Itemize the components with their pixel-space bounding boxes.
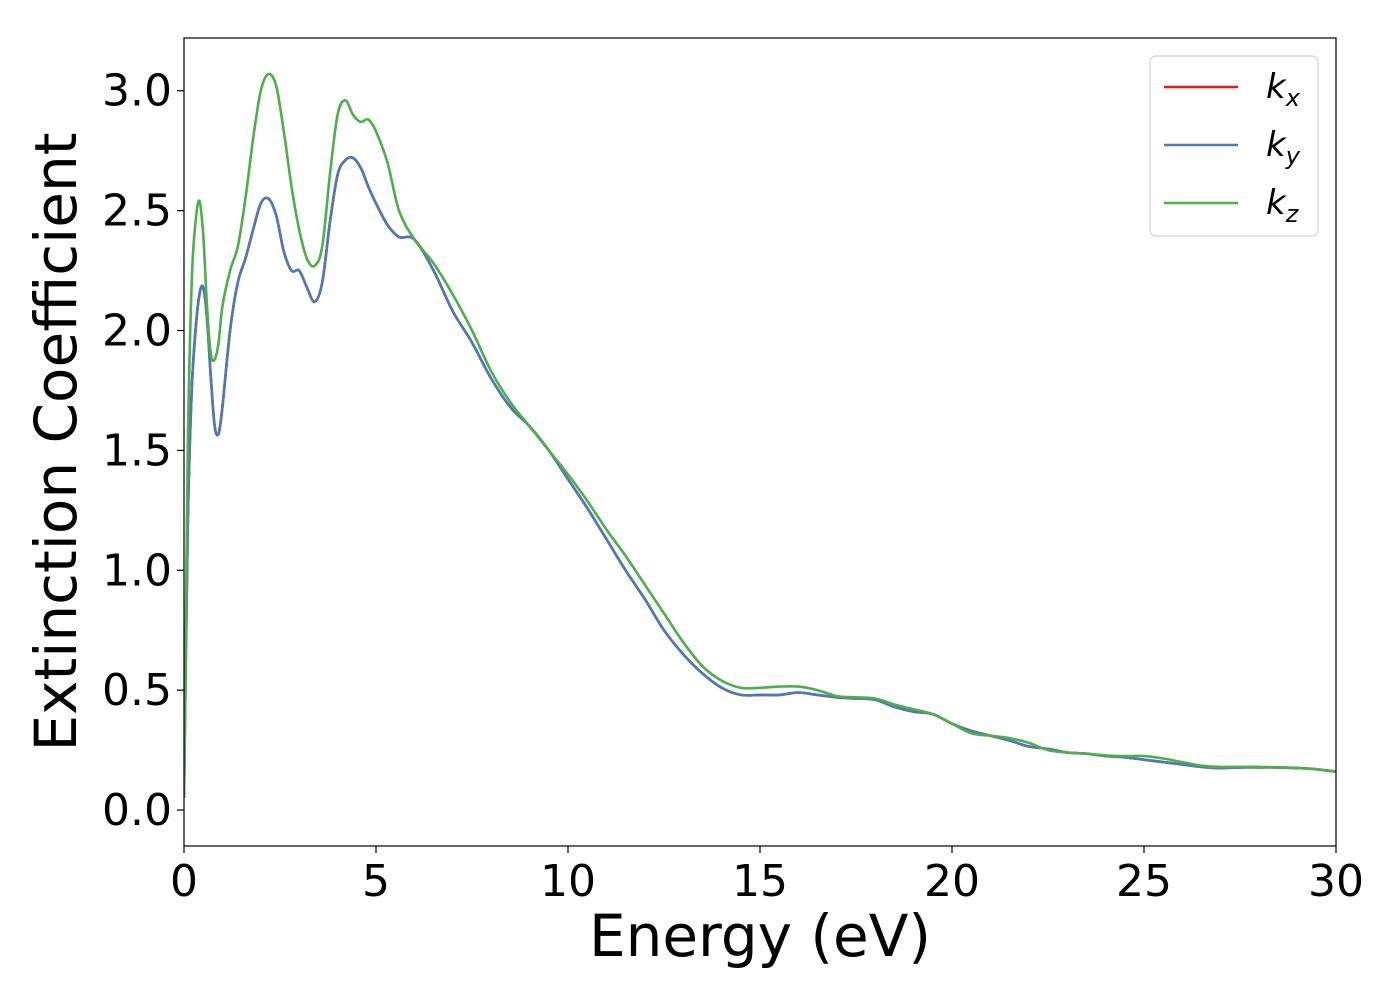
y-tick-label: 0.5 xyxy=(102,665,172,716)
y-axis-title: Extinction Coefficient xyxy=(22,133,90,752)
x-tick-label: 15 xyxy=(732,856,788,907)
legend: kx ky kz xyxy=(1149,55,1319,237)
legend-label-kx: kx xyxy=(1266,67,1301,112)
x-tick-label: 20 xyxy=(924,856,980,907)
x-tick-label: 0 xyxy=(170,856,198,907)
y-tick-label: 2.0 xyxy=(102,306,172,357)
x-tick-label: 10 xyxy=(540,856,596,907)
x-tick-label: 30 xyxy=(1308,856,1364,907)
y-axis-ticks: 0.0 0.5 1.0 1.5 2.0 2.5 3.0 xyxy=(102,66,184,836)
series-line-kz xyxy=(184,72,1336,799)
x-tick-label: 5 xyxy=(362,856,390,907)
legend-label-kz: kz xyxy=(1266,183,1300,228)
y-tick-label: 0.0 xyxy=(102,785,172,836)
x-axis-title: Energy (eV) xyxy=(589,902,931,970)
x-tick-label: 25 xyxy=(1116,856,1172,907)
y-tick-label: 2.5 xyxy=(102,186,172,237)
y-tick-label: 3.0 xyxy=(102,66,172,117)
y-tick-label: 1.5 xyxy=(102,425,172,476)
series-line-ky xyxy=(184,156,1336,799)
legend-label-ky: ky xyxy=(1266,125,1301,170)
series-layer xyxy=(184,72,1336,799)
y-tick-label: 1.0 xyxy=(102,545,172,596)
x-axis-ticks: 0 5 10 15 20 25 30 xyxy=(170,846,1364,907)
legend-items: kx ky kz xyxy=(1164,67,1301,228)
series-line-kx xyxy=(184,156,1336,799)
